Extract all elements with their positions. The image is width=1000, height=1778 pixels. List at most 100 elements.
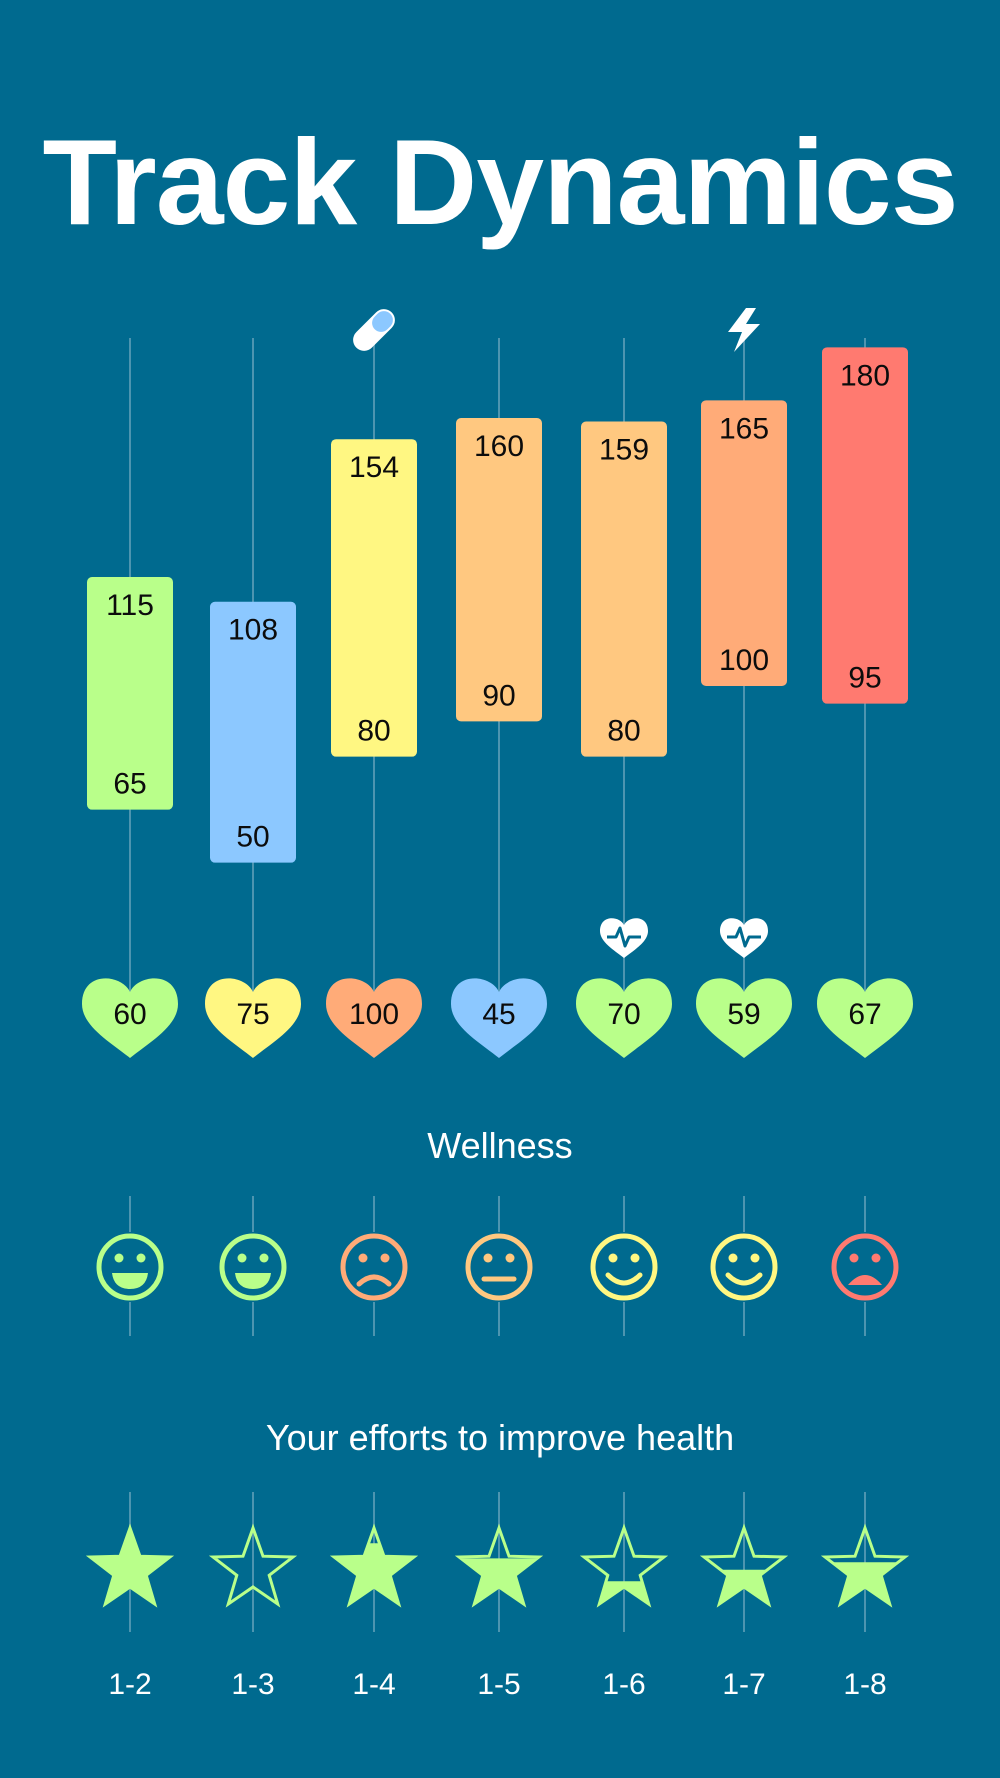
- star-icon: [579, 1523, 669, 1608]
- range-bar: [456, 418, 542, 722]
- range-bar-1-4: 154 80: [331, 439, 417, 757]
- heart-value: 60: [113, 998, 146, 1031]
- face-outline: [590, 1233, 658, 1301]
- bar-min-label: 100: [719, 644, 769, 677]
- face-backdrop: [589, 1232, 659, 1302]
- neutral-face-icon: [464, 1232, 534, 1302]
- range-bar: [822, 347, 908, 704]
- face-backdrop: [218, 1232, 288, 1302]
- face-backdrop: [464, 1232, 534, 1302]
- effort-star-1-6: [579, 1523, 669, 1608]
- bar-min-label: 65: [113, 768, 146, 801]
- heart-value: 70: [607, 998, 640, 1031]
- face-outline: [340, 1233, 408, 1301]
- heart-value: 75: [236, 998, 269, 1031]
- heart-value: 45: [482, 998, 515, 1031]
- upset-face-icon: [830, 1232, 900, 1302]
- pulse-heart-1-3: 75: [205, 978, 301, 1058]
- heartbeat-icon: [720, 918, 768, 958]
- date-label: 1-5: [477, 1668, 520, 1701]
- pill-half: [372, 311, 393, 332]
- smile-face-icon: [589, 1232, 659, 1302]
- efforts-title: Your efforts to improve health: [265, 1417, 735, 1458]
- heart-shape: [696, 978, 792, 1058]
- bar-max-label: 108: [228, 614, 278, 647]
- effort-star-1-3: [208, 1523, 298, 1608]
- bar-min-label: 90: [482, 679, 515, 712]
- star-fill: [599, 1581, 649, 1604]
- date-label: 1-3: [231, 1668, 274, 1701]
- face-outline: [219, 1233, 287, 1301]
- range-bar-1-7: 165 100: [701, 400, 787, 686]
- range-bar: [210, 601, 296, 863]
- heart-shape: [576, 978, 672, 1058]
- face-eye: [849, 1253, 859, 1263]
- face-eye: [630, 1253, 640, 1263]
- grin-face-icon: [95, 1232, 165, 1302]
- face-mouth: [356, 1274, 392, 1287]
- face-eye: [380, 1253, 390, 1263]
- range-bar-1-3: 108 50: [210, 601, 296, 863]
- star-icon: [699, 1523, 789, 1608]
- star-fill: [831, 1562, 899, 1604]
- range-bar: [331, 439, 417, 757]
- bar-min-label: 80: [357, 715, 390, 748]
- heart-shape: [451, 978, 547, 1058]
- face-eye: [483, 1253, 493, 1263]
- face-eye: [871, 1253, 881, 1263]
- date-label: 1-6: [602, 1668, 645, 1701]
- pulse-heart-1-2: 60: [82, 978, 178, 1058]
- face-mouth: [605, 1272, 643, 1286]
- range-bar-1-5: 160 90: [456, 418, 542, 722]
- face-outline: [465, 1233, 533, 1301]
- face-eye: [136, 1253, 146, 1263]
- heartbeat-line: [727, 926, 761, 948]
- face-backdrop: [830, 1232, 900, 1302]
- bar-max-label: 165: [719, 412, 769, 445]
- face-eye: [237, 1253, 247, 1263]
- date-label: 1-8: [843, 1668, 886, 1701]
- pulse-heart-1-6: 70: [576, 978, 672, 1058]
- bar-min-label: 95: [848, 662, 881, 695]
- date-label: 1-2: [108, 1668, 151, 1701]
- range-bar-1-2: 115 65: [87, 577, 173, 810]
- face-mouth: [848, 1275, 882, 1285]
- heartbeat-line: [607, 926, 641, 948]
- sad-face-icon: [339, 1232, 409, 1302]
- bar-max-label: 154: [349, 451, 399, 484]
- date-label: 1-4: [352, 1668, 395, 1701]
- heartbeat-icon: [600, 918, 648, 958]
- heart-shape: [817, 978, 913, 1058]
- face-eye: [259, 1253, 269, 1263]
- pulse-heart-1-8: 67: [817, 978, 913, 1058]
- face-outline: [96, 1233, 164, 1301]
- heart-shape: [82, 978, 178, 1058]
- face-mouth: [112, 1273, 148, 1289]
- bar-max-label: 160: [474, 430, 524, 463]
- face-mouth: [235, 1273, 271, 1289]
- effort-star-1-8: [820, 1523, 910, 1608]
- grin-face-icon: [218, 1232, 288, 1302]
- face-outline: [710, 1233, 778, 1301]
- face-outline: [831, 1233, 899, 1301]
- pulse-heart-1-7: 59: [696, 978, 792, 1058]
- face-mouth: [725, 1272, 763, 1286]
- date-label: 1-7: [722, 1668, 765, 1701]
- heart-shape: [326, 978, 422, 1058]
- bar-max-label: 115: [106, 589, 154, 622]
- bar-min-label: 80: [607, 715, 640, 748]
- bar-min-label: 50: [236, 821, 269, 854]
- face-eye: [728, 1253, 738, 1263]
- effort-star-1-5: [454, 1523, 544, 1608]
- face-eye: [750, 1253, 760, 1263]
- smile-face-icon: [709, 1232, 779, 1302]
- bar-max-label: 159: [599, 434, 649, 467]
- face-eye: [358, 1253, 368, 1263]
- range-bar: [701, 400, 787, 686]
- pulse-heart-1-4: 100: [326, 978, 422, 1058]
- pill-icon: [353, 309, 395, 351]
- range-bar-1-8: 180 95: [822, 347, 908, 704]
- face-eye: [505, 1253, 515, 1263]
- range-bar: [87, 577, 173, 810]
